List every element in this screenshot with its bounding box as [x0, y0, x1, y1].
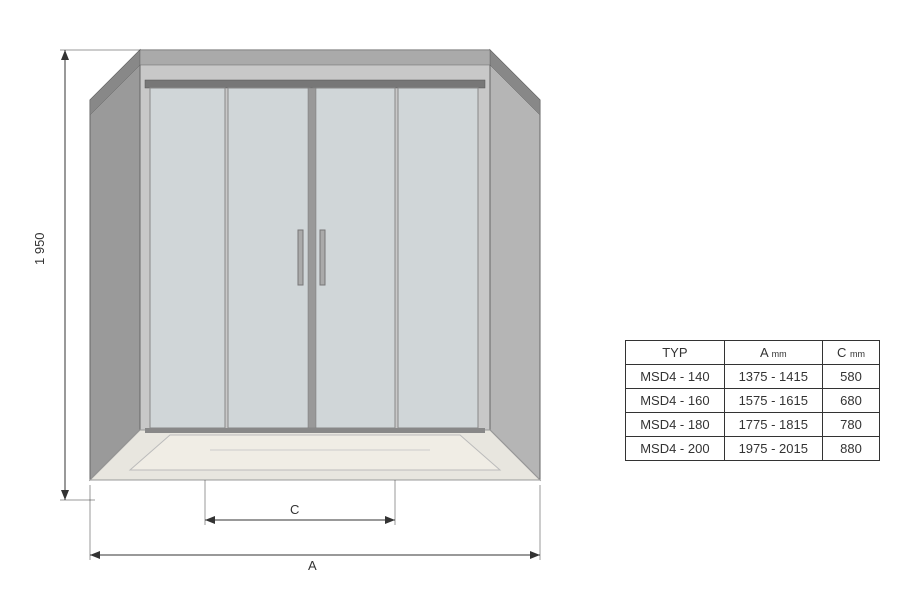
table-row: MSD4 - 200 1975 - 2015 880: [626, 437, 880, 461]
table-row: MSD4 - 180 1775 - 1815 780: [626, 413, 880, 437]
table-header-row: TYP A mm C mm: [626, 341, 880, 365]
table-row: MSD4 - 160 1575 - 1615 680: [626, 389, 880, 413]
height-dimension-label: 1 950: [32, 232, 47, 265]
technical-drawing: 1 950 C A: [10, 10, 570, 590]
c-dimension-label: C: [290, 502, 299, 517]
spec-table: TYP A mm C mm MSD4 - 140 1375 - 1415 580…: [625, 340, 880, 461]
col-a: A mm: [724, 341, 822, 365]
table-row: MSD4 - 140 1375 - 1415 580: [626, 365, 880, 389]
col-typ: TYP: [626, 341, 724, 365]
a-dimension-label: A: [308, 558, 317, 573]
col-c: C mm: [822, 341, 879, 365]
dimensions-table: TYP A mm C mm MSD4 - 140 1375 - 1415 580…: [625, 340, 880, 461]
